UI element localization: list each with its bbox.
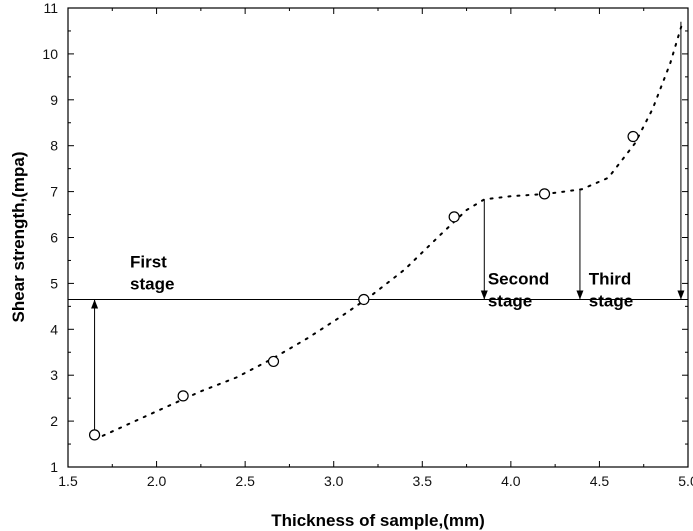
stage-label: Third stage	[589, 269, 633, 310]
trend-curve	[93, 20, 684, 441]
stage-label-line: stage	[130, 274, 174, 293]
data-point	[88, 429, 101, 441]
x-tick-label: 4.5	[590, 473, 610, 489]
data-points	[88, 130, 639, 441]
y-tick-label: 9	[50, 92, 58, 108]
stage-label: First stage	[130, 252, 174, 293]
stage-arrows	[91, 21, 685, 434]
stage-arrow	[677, 21, 685, 300]
y-tick-label: 1	[50, 459, 58, 475]
stage-label-line: stage	[488, 291, 532, 310]
data-point	[358, 293, 370, 306]
x-tick-label: 5.0	[678, 473, 693, 489]
arrow-head	[480, 290, 488, 300]
stage-label-line: Third	[589, 269, 632, 288]
stage-annotations: First stage Second stage Third stage	[130, 252, 633, 310]
y-tick-label: 7	[50, 184, 58, 200]
x-axis-title: Thickness of sample,(mm)	[271, 511, 485, 530]
stage-label-line: stage	[589, 291, 633, 310]
data-point	[448, 211, 460, 223]
x-tick-label: 3.5	[413, 473, 433, 489]
y-axis-title: Shear strength,(mpa)	[9, 152, 28, 323]
y-tick-label: 4	[50, 321, 58, 337]
y-tick-label: 5	[50, 275, 58, 291]
y-tick-label: 6	[50, 230, 58, 246]
x-tick-labels: 1.5 2.0 2.5 3.0 3.5 4.0 4.5 5.0	[58, 473, 693, 489]
arrow-head	[91, 299, 99, 309]
arrow-head	[576, 290, 584, 300]
x-tick-label: 2.0	[147, 473, 167, 489]
y-tick-label: 11	[43, 0, 58, 16]
plot-frame	[67, 7, 689, 468]
stage-arrow	[576, 189, 584, 300]
x-tick-label: 2.5	[235, 473, 255, 489]
stage-label: Second stage	[488, 269, 549, 310]
y-tick-label: 3	[50, 367, 58, 383]
data-point	[267, 355, 280, 368]
y-tick-label: 8	[50, 138, 58, 154]
stage-arrow	[91, 299, 99, 434]
data-point	[177, 390, 189, 402]
data-point	[538, 188, 551, 200]
y-tick-label: 2	[50, 413, 58, 429]
x-tick-label: 3.0	[324, 473, 344, 489]
stage-label-line: Second	[488, 269, 549, 288]
stage-label-line: First	[130, 252, 167, 271]
y-tick-labels: 1 2 3 4 5 6 7 8 9 10 11	[42, 0, 58, 475]
axis-ticks	[67, 7, 689, 468]
data-point	[627, 130, 639, 143]
arrow-head	[677, 290, 685, 300]
x-tick-label: 4.0	[501, 473, 521, 489]
stage-arrow	[480, 199, 488, 300]
y-tick-label: 10	[42, 46, 58, 62]
x-tick-label: 1.5	[58, 473, 78, 489]
